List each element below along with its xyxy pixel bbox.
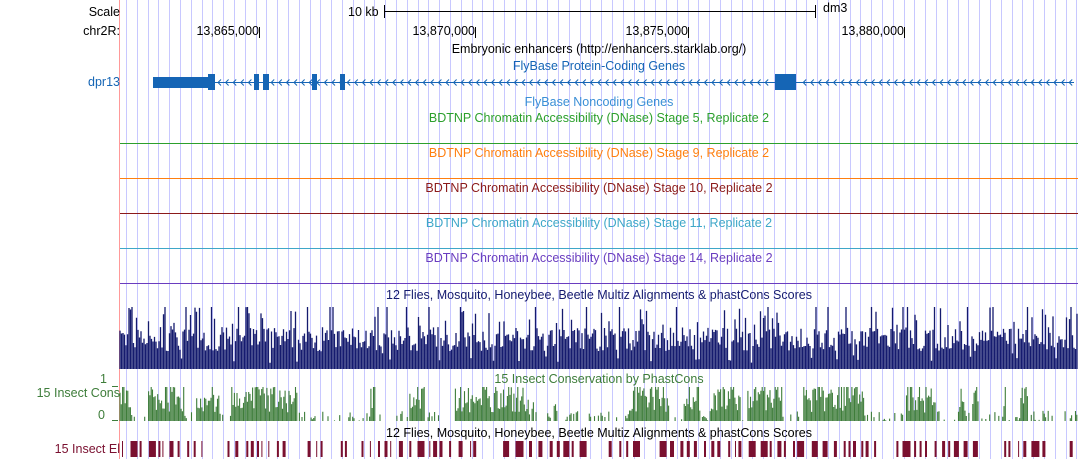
enhancers-track-title[interactable]: Embryonic enhancers (http://enhancers.st… xyxy=(451,42,747,56)
scale-label: Scale xyxy=(88,5,120,19)
ruler-tick-label: 13,875,000 xyxy=(625,24,688,38)
gene-exon xyxy=(254,74,259,90)
elements-side-label[interactable]: 15 Insect El xyxy=(54,442,120,456)
ruler-tick-label: 13,870,000 xyxy=(412,24,475,38)
ruler-tick-label: 13,880,000 xyxy=(841,24,904,38)
phastcons-side-label[interactable]: 15 Insect Cons xyxy=(36,386,120,400)
gene-exon xyxy=(208,74,215,90)
phastcons-score-bars xyxy=(119,387,1078,421)
dnase-stage14-title[interactable]: BDTNP Chromatin Accessibility (DNase) St… xyxy=(425,251,773,265)
noncoding-track-title[interactable]: FlyBase Noncoding Genes xyxy=(524,95,674,109)
dnase-stage11-title[interactable]: BDTNP Chromatin Accessibility (DNase) St… xyxy=(425,216,773,230)
phastcons-track-title[interactable]: 15 Insect Conservation by PhastCons xyxy=(494,372,704,386)
protein-coding-track-title[interactable]: FlyBase Protein-Coding Genes xyxy=(512,59,686,73)
conserved-element-blocks xyxy=(122,441,1073,457)
gene-strand-arrows xyxy=(217,79,1073,86)
gene-exon xyxy=(340,74,345,90)
gene-exon xyxy=(263,74,269,90)
gene-exon xyxy=(153,77,208,88)
phastcons-axis-min: 0 xyxy=(98,408,105,422)
guide-lines xyxy=(126,0,1077,459)
ruler-tick-label: 13,865,000 xyxy=(196,24,259,38)
dnase-stage5-title[interactable]: BDTNP Chromatin Accessibility (DNase) St… xyxy=(428,111,770,125)
multiz-track-title[interactable]: 12 Flies, Mosquito, Honeybee, Beetle Mul… xyxy=(386,288,812,302)
scalebar-text: 10 kb xyxy=(348,5,379,19)
chrom-label: chr2R: xyxy=(83,24,120,38)
dnase-stage9-title[interactable]: BDTNP Chromatin Accessibility (DNase) St… xyxy=(428,146,770,160)
dnase-stage10-title[interactable]: BDTNP Chromatin Accessibility (DNase) St… xyxy=(425,181,773,195)
multiz-conservation-bars xyxy=(119,307,1078,369)
gene-exon xyxy=(775,74,796,90)
assembly-label: dm3 xyxy=(823,1,848,15)
gene-exon xyxy=(312,74,317,90)
gene-label-dpr13[interactable]: dpr13 xyxy=(88,75,120,89)
elements-track-title[interactable]: 12 Flies, Mosquito, Honeybee, Beetle Mul… xyxy=(386,426,812,440)
phastcons-axis-max: 1 xyxy=(100,372,107,386)
